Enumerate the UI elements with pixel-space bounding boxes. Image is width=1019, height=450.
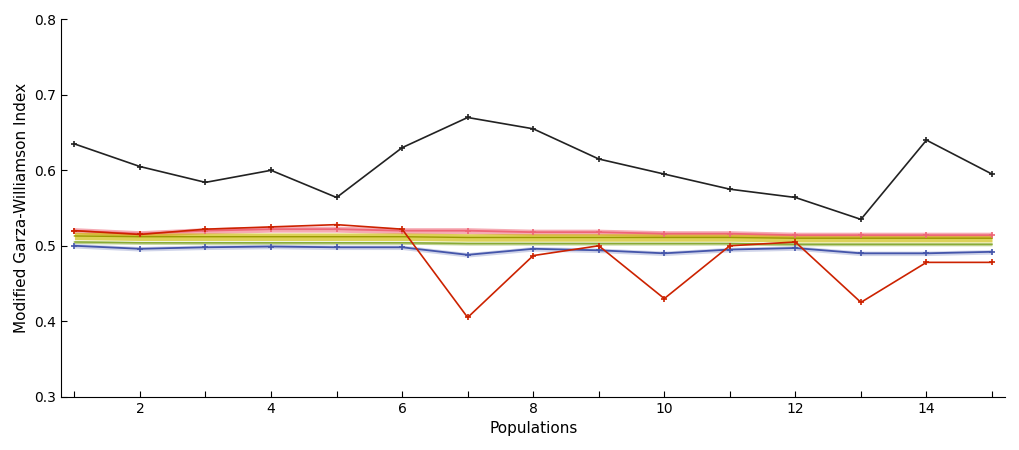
X-axis label: Populations: Populations <box>489 421 578 436</box>
Y-axis label: Modified Garza-Williamson Index: Modified Garza-Williamson Index <box>14 83 29 333</box>
